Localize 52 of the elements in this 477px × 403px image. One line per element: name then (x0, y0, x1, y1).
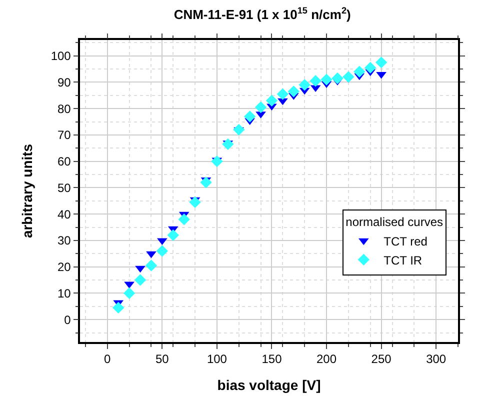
x-tick-label: 200 (316, 352, 337, 366)
point (134, 274, 146, 286)
point (288, 86, 300, 98)
legend-label: TCT IR (384, 253, 422, 268)
x-axis-title: bias voltage [V] (217, 376, 321, 393)
point (254, 101, 267, 114)
y-tick-label: 40 (57, 207, 72, 222)
point (244, 110, 256, 122)
point (189, 196, 201, 208)
point (146, 251, 156, 258)
y-tick-label: 50 (57, 180, 72, 195)
point (135, 266, 146, 273)
point (320, 74, 332, 86)
point (310, 75, 322, 87)
point (156, 245, 168, 257)
point (375, 56, 388, 68)
point (112, 302, 124, 314)
point (276, 88, 289, 100)
y-tick-label: 100 (50, 49, 72, 64)
point (332, 72, 344, 84)
y-tick-label: 30 (57, 234, 72, 248)
y-tick-label: 0 (64, 312, 72, 327)
legend-label: TCT red (384, 234, 428, 248)
x-tick-label: 150 (262, 352, 282, 366)
y-tick-label: 80 (57, 102, 72, 116)
x-tick-label: 250 (371, 352, 392, 366)
point (123, 287, 136, 300)
point (278, 98, 288, 106)
y-tick-label: 10 (57, 286, 72, 300)
x-tick-label: 300 (426, 352, 446, 366)
x-tick-label: 0 (104, 352, 112, 366)
y-axis-title: arbitrary units (18, 144, 35, 238)
chart-title: CNM-11-E-91 (1 x 10$^{15}$ n/cm$^{2}$) (174, 6, 351, 22)
y-tick-label: 90 (57, 75, 72, 90)
point (354, 66, 366, 78)
point (211, 155, 223, 168)
point (266, 94, 278, 107)
point (178, 214, 190, 226)
point (222, 138, 234, 150)
y-tick-label: 60 (57, 154, 72, 169)
point (298, 78, 310, 91)
point (342, 71, 354, 83)
point (364, 62, 376, 74)
y-tick-label: 70 (57, 128, 72, 142)
x-tick-label: 50 (155, 352, 170, 366)
legend-title: normalised curves (346, 215, 444, 230)
x-tick-label: 100 (206, 352, 228, 366)
point (145, 260, 158, 272)
point (233, 124, 245, 136)
point (200, 176, 212, 188)
y-tick-label: 20 (57, 260, 72, 274)
point (167, 229, 179, 242)
